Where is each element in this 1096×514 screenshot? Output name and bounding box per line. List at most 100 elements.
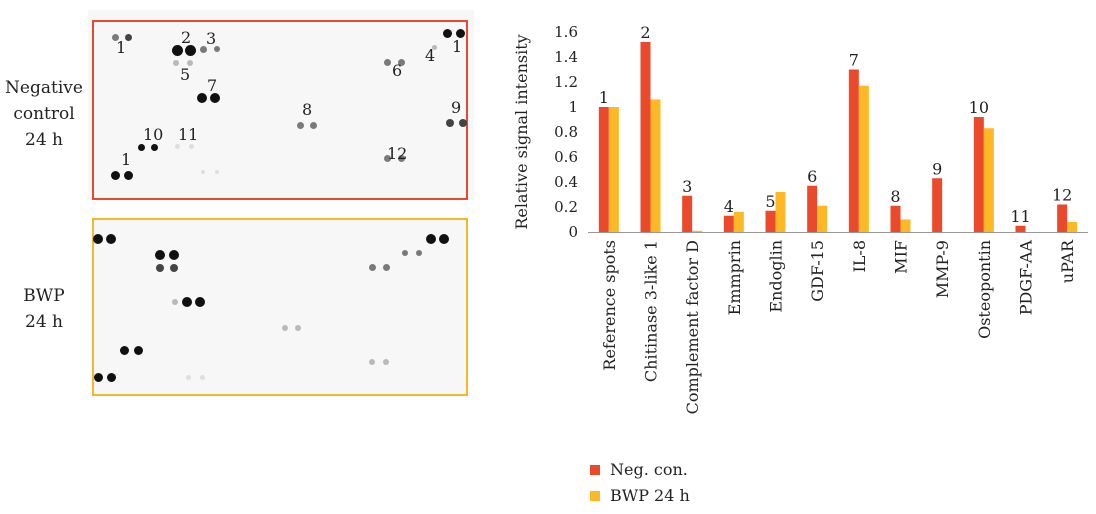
spot-number-ref-topright: 1 [452, 37, 463, 56]
spot-number-5: 5 [180, 65, 191, 84]
negative-control-spot [124, 33, 132, 41]
negative-control-spot [171, 44, 183, 56]
bwp-spot [426, 234, 436, 244]
y-tick-label: 1.2 [554, 73, 578, 91]
bar-number-label: 8 [890, 187, 900, 206]
y-tick-label: 1.6 [554, 23, 578, 41]
negative-control-spot [459, 119, 467, 127]
x-tick-label: PDGF-AA [1017, 240, 1036, 316]
bar-number-label: 11 [1010, 207, 1030, 226]
x-tick-label: Osteopontin [975, 240, 994, 339]
bar-number-label: 3 [682, 177, 692, 196]
y-tick-label: 0.4 [554, 173, 578, 191]
bwp-membrane [92, 218, 468, 396]
y-axis-label: Relative signal intensity [512, 34, 531, 229]
x-tick-label: MMP-9 [933, 240, 952, 298]
y-tick-label: 0.8 [554, 123, 578, 141]
bar-number-label: 7 [849, 51, 859, 70]
bar-neg-con [1057, 204, 1068, 232]
bar-number-label: 4 [724, 197, 734, 216]
bwp-spot [169, 250, 179, 260]
bar-chart: Relative signal intensity 0 0.2 0.4 0.6 0.8 1… [512, 23, 1088, 414]
spot-number-10: 10 [143, 125, 164, 144]
x-tick-label: Emmprin [725, 240, 744, 315]
bwp-spot [295, 325, 301, 331]
bwp-spot [156, 264, 164, 272]
y-tick-label: 0.2 [554, 198, 578, 216]
negative-control-label-line3: 24 h [25, 130, 63, 150]
bwp-spot [369, 359, 375, 365]
spot-number-6: 6 [392, 61, 403, 80]
bar-neg-con [640, 42, 651, 232]
negative-control-spot [201, 170, 205, 174]
bwp-spot [106, 234, 116, 244]
negative-control-spot [150, 143, 158, 151]
x-tick-label: GDF-15 [808, 240, 827, 302]
negative-control-spot [210, 93, 220, 103]
negative-control-spot [455, 28, 465, 38]
spot-number-12: 12 [387, 144, 408, 163]
negative-control-spot [174, 143, 180, 149]
bwp-label-line1: BWP [23, 286, 65, 306]
legend-label-bwp: BWP 24 h [610, 486, 690, 505]
negative-control-spot [199, 45, 207, 53]
bwp-label: BWP 24 h [0, 283, 88, 335]
bar-bwp [900, 219, 911, 232]
bwp-spot [119, 345, 129, 355]
bwp-label-line2: 24 h [25, 312, 63, 332]
spot-number-11: 11 [178, 125, 199, 144]
negative-control-label-line2: control [13, 104, 75, 124]
negative-control-spot [442, 28, 452, 38]
x-tick-label: Endoglin [767, 240, 786, 313]
spot-number-ref-bottomleft: 1 [121, 150, 132, 169]
bwp-spot [172, 299, 178, 305]
bar-bwp [650, 99, 661, 232]
bar-number-label: 9 [932, 159, 942, 178]
legend-neg-con: Neg. con. [590, 460, 688, 479]
bwp-spot [416, 250, 422, 256]
negative-control-spot [110, 170, 120, 180]
negative-control-spot [187, 60, 193, 66]
spot-number-8: 8 [302, 100, 313, 119]
bwp-spot [382, 263, 390, 271]
negative-control-spot [137, 143, 145, 151]
bar-neg-con [807, 185, 818, 232]
bar-number-label: 6 [807, 167, 817, 186]
bar-neg-con [890, 205, 901, 232]
bwp-spot [439, 234, 449, 244]
bwp-spot [182, 297, 192, 307]
bwp-spot [133, 345, 143, 355]
x-tick-label: MIF [892, 240, 911, 274]
bar-bwp [733, 212, 744, 232]
bar-bwp [1067, 222, 1078, 232]
bar-neg-con [932, 178, 943, 232]
bar-number-label: 5 [765, 192, 775, 211]
bar-bwp [983, 128, 994, 232]
bar-bwp [608, 107, 619, 232]
x-tick-label: Reference spots [600, 240, 619, 371]
bwp-spot [282, 325, 288, 331]
bar-bwp [692, 230, 703, 232]
negative-control-spot [215, 170, 219, 174]
bwp-spot [199, 374, 205, 380]
spot-number-9: 9 [451, 98, 462, 117]
legend-swatch-bwp [590, 490, 600, 501]
bar-neg-con [1015, 225, 1026, 232]
negative-control-label: Negative control 24 h [0, 75, 88, 153]
negative-control-spot [197, 93, 207, 103]
legend-bwp: BWP 24 h [590, 486, 690, 505]
bwp-spot [93, 234, 103, 244]
negative-control-spot [383, 154, 391, 162]
bwp-spot [185, 374, 191, 380]
x-axis-tick-labels: Reference spots Chitinase 3-like 1 Complem… [600, 239, 1077, 414]
negative-control-spot [214, 46, 220, 52]
negative-control-spot [111, 33, 119, 41]
spot-number-4: 4 [425, 46, 436, 65]
negative-control-spot [397, 58, 405, 66]
y-tick-label: 1.4 [554, 48, 578, 66]
negative-control-spot [309, 121, 317, 129]
negative-control-spot [397, 154, 405, 162]
x-tick-label: IL-8 [850, 240, 869, 273]
spot-number-3: 3 [206, 29, 217, 48]
